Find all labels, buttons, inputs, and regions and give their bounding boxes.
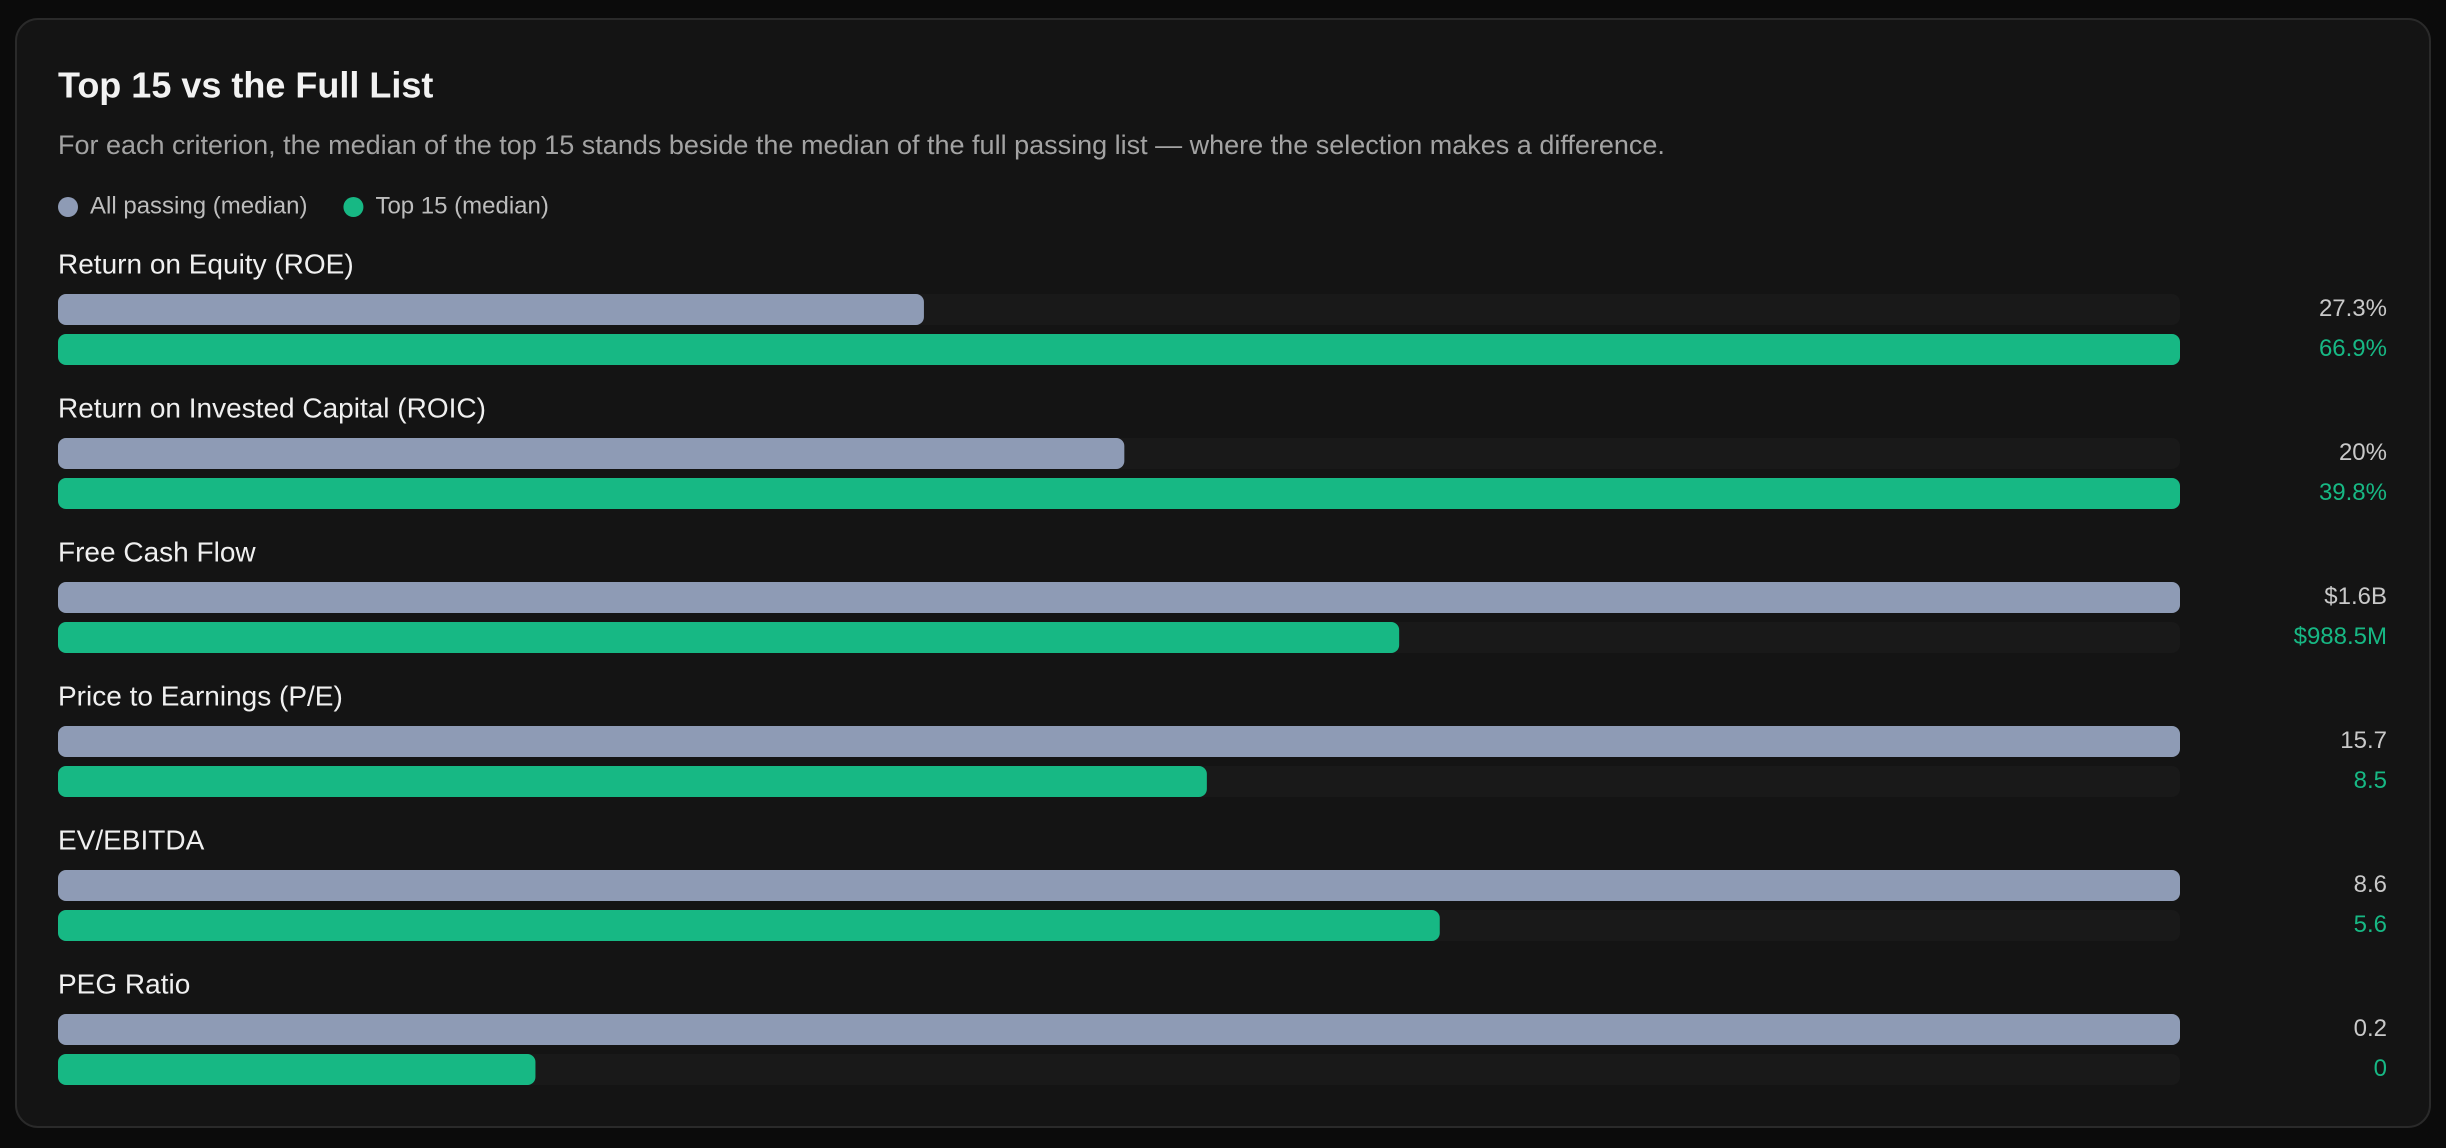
bar: [58, 1014, 2180, 1045]
value-label: 39.8%: [2319, 479, 2387, 506]
category-label: Return on Invested Capital (ROIC): [58, 392, 486, 423]
legend-label: All passing (median): [90, 192, 307, 219]
chart-subtitle: For each criterion, the median of the to…: [58, 130, 1665, 160]
category-label: Price to Earnings (P/E): [58, 680, 343, 711]
category-label: Free Cash Flow: [58, 536, 256, 567]
value-label: 27.3%: [2319, 295, 2387, 322]
value-label: 20%: [2339, 439, 2387, 466]
value-label: 0.2: [2354, 1015, 2387, 1042]
bar: [58, 334, 2180, 365]
legend-label: Top 15 (median): [375, 192, 548, 219]
value-label: $988.5M: [2294, 623, 2387, 650]
bar: [58, 726, 2180, 757]
chart-title: Top 15 vs the Full List: [58, 65, 433, 106]
bar: [58, 870, 2180, 901]
bar: [58, 438, 1125, 469]
value-label: 5.6: [2354, 911, 2387, 938]
card: [15, 18, 2431, 1128]
value-label: 8.6: [2354, 871, 2387, 898]
category-label: Return on Equity (ROE): [58, 248, 354, 279]
category-label: EV/EBITDA: [58, 824, 205, 855]
legend-swatch: [58, 197, 78, 217]
bar: [58, 910, 1440, 941]
bar: [58, 1054, 536, 1085]
value-label: 8.5: [2354, 767, 2387, 794]
bar-track: [58, 1054, 2180, 1085]
bar: [58, 478, 2180, 509]
bar: [58, 622, 1400, 653]
bar: [58, 294, 924, 325]
value-label: $1.6B: [2324, 583, 2387, 610]
bar: [58, 766, 1207, 797]
category-label: PEG Ratio: [58, 968, 190, 999]
legend-swatch: [343, 197, 364, 217]
value-label: 66.9%: [2319, 335, 2387, 362]
value-label: 0: [2374, 1055, 2387, 1082]
value-label: 15.7: [2340, 727, 2387, 754]
bar: [58, 582, 2180, 613]
